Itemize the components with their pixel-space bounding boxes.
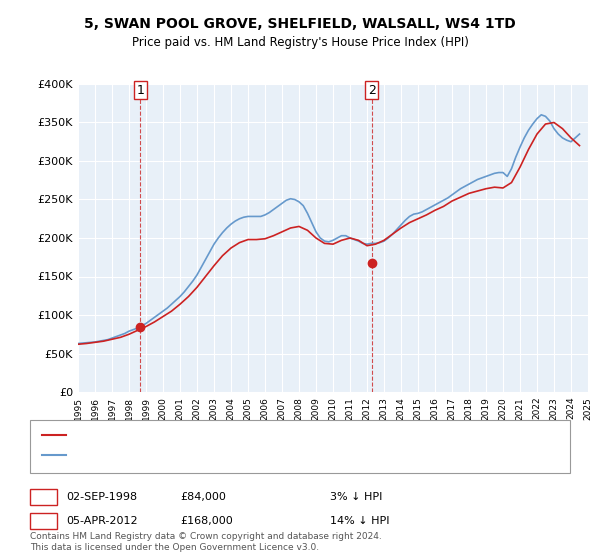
Text: 02-SEP-1998: 02-SEP-1998 [66, 492, 137, 502]
Text: 2: 2 [40, 516, 47, 526]
Text: Price paid vs. HM Land Registry's House Price Index (HPI): Price paid vs. HM Land Registry's House … [131, 36, 469, 49]
Text: HPI: Average price, detached house, Walsall: HPI: Average price, detached house, Wals… [72, 450, 287, 460]
Text: £168,000: £168,000 [180, 516, 233, 526]
Text: 14% ↓ HPI: 14% ↓ HPI [330, 516, 389, 526]
Text: 05-APR-2012: 05-APR-2012 [66, 516, 137, 526]
Text: 2: 2 [368, 84, 376, 97]
Text: 5, SWAN POOL GROVE, SHELFIELD, WALSALL, WS4 1TD (detached house): 5, SWAN POOL GROVE, SHELFIELD, WALSALL, … [72, 430, 432, 440]
Text: Contains HM Land Registry data © Crown copyright and database right 2024.
This d: Contains HM Land Registry data © Crown c… [30, 532, 382, 552]
Text: 3% ↓ HPI: 3% ↓ HPI [330, 492, 382, 502]
Text: 1: 1 [136, 84, 145, 97]
Text: £84,000: £84,000 [180, 492, 226, 502]
Text: 5, SWAN POOL GROVE, SHELFIELD, WALSALL, WS4 1TD: 5, SWAN POOL GROVE, SHELFIELD, WALSALL, … [84, 17, 516, 31]
Text: 1: 1 [40, 492, 47, 502]
